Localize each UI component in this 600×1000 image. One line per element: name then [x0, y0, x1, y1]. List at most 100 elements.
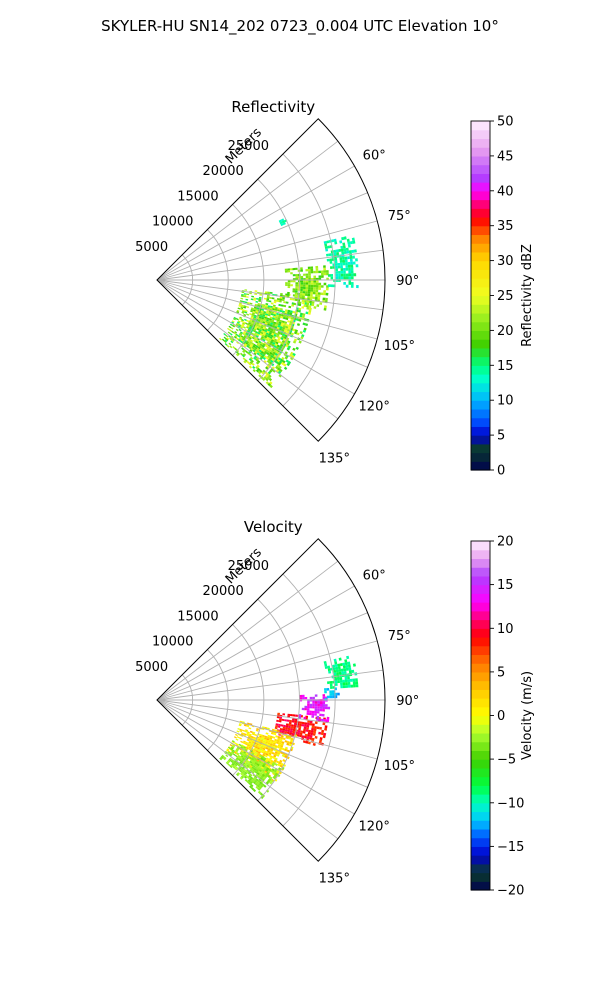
echo-gate	[247, 776, 251, 780]
echo-gate	[262, 377, 266, 381]
echo-gate	[295, 286, 298, 289]
echo-gate	[256, 343, 260, 347]
echo-gate	[292, 718, 295, 721]
echo-gate	[284, 356, 288, 360]
echo-gate	[226, 337, 230, 340]
echo-gate	[265, 320, 269, 324]
azimuth-spoke	[156, 669, 384, 701]
echo-gate	[279, 300, 282, 303]
echo-gate	[254, 326, 258, 330]
echo-gate	[270, 340, 274, 344]
echo-gate	[251, 770, 255, 774]
echo-gate	[301, 707, 305, 711]
colorbar-swatch	[471, 724, 490, 734]
echo-gate	[238, 338, 241, 342]
echo-gate	[299, 331, 303, 335]
echo-gate	[315, 294, 318, 297]
echo-gate	[270, 367, 274, 372]
echo-gate	[240, 297, 244, 300]
echo-gate	[243, 764, 247, 768]
echo-gate	[228, 335, 231, 338]
echo-gate	[259, 343, 263, 347]
echo-gate	[241, 753, 245, 757]
echo-gate	[317, 708, 320, 712]
echo-gate	[279, 309, 283, 313]
echo-gate	[252, 324, 256, 327]
echo-gate	[282, 326, 286, 330]
echo-gate	[233, 751, 237, 755]
echo-gate	[235, 738, 239, 741]
echo-gate	[319, 713, 322, 717]
echo-gate	[299, 732, 303, 736]
echo-gate	[300, 730, 304, 734]
echo-gate	[345, 262, 348, 266]
echo-gate	[256, 772, 260, 776]
echo-gate	[314, 701, 318, 704]
echo-region-weak-inbound	[219, 740, 285, 800]
echo-gate	[276, 770, 280, 774]
echo-gate	[263, 331, 267, 334]
echo-gate	[240, 740, 244, 744]
colorbar-swatch	[471, 628, 490, 638]
echo-gate	[255, 778, 259, 782]
echo-gate	[279, 319, 283, 323]
echo-gate	[235, 766, 239, 770]
echo-gate	[259, 772, 263, 776]
echo-gate	[220, 756, 223, 760]
echo-gate	[236, 321, 240, 324]
echo-gate	[276, 344, 280, 348]
echo-gate	[253, 736, 257, 740]
echo-gate	[269, 324, 273, 327]
echo-gate	[258, 323, 262, 326]
echo-gate	[307, 720, 311, 723]
echo-gate	[318, 282, 322, 286]
echo-gate	[308, 729, 312, 733]
colorbar-tick-label: 15	[497, 578, 514, 593]
echo-gate	[311, 723, 315, 727]
echo-gate	[301, 299, 305, 303]
echo-gate	[269, 318, 272, 321]
echo-gate	[305, 269, 309, 272]
echo-gate	[272, 756, 276, 760]
echo-gate	[245, 296, 249, 298]
echo-gate	[258, 324, 261, 328]
echo-gate	[237, 352, 240, 356]
echo-gate	[345, 267, 349, 271]
echo-gate	[239, 316, 243, 319]
echo-gate	[345, 664, 349, 669]
echo-gate	[252, 311, 256, 314]
echo-gate	[302, 293, 306, 296]
echo-gate	[287, 268, 290, 271]
echo-gate	[305, 289, 309, 292]
echo-gate	[255, 310, 259, 313]
echo-gate	[290, 284, 293, 287]
echo-gate	[304, 697, 308, 700]
echo-gate	[321, 285, 324, 288]
echo-gate	[241, 294, 244, 296]
echo-gate	[267, 749, 271, 753]
echo-gate	[276, 739, 280, 743]
echo-gate	[240, 760, 244, 764]
echo-gate	[305, 273, 309, 276]
echo-gate	[347, 664, 351, 668]
echo-gate	[314, 706, 318, 709]
echo-gate	[258, 374, 262, 378]
echo-gate	[251, 320, 255, 323]
echo-gate	[263, 751, 267, 755]
echo-gate	[251, 752, 255, 756]
echo-gate	[278, 340, 282, 344]
colorbar-swatch	[471, 794, 490, 804]
echo-gate	[246, 313, 250, 316]
echo-gate	[228, 325, 232, 329]
echo-gate	[231, 740, 235, 743]
echo-gate	[299, 312, 303, 316]
echo-gate	[271, 745, 275, 749]
echo-gate	[263, 376, 267, 380]
echo-gate	[302, 322, 306, 326]
echo-gate	[275, 346, 279, 350]
echo-gate	[289, 741, 293, 745]
echo-gate	[286, 342, 290, 346]
echo-gate	[281, 220, 286, 224]
echo-gate	[353, 273, 357, 277]
echo-gate	[283, 363, 287, 367]
